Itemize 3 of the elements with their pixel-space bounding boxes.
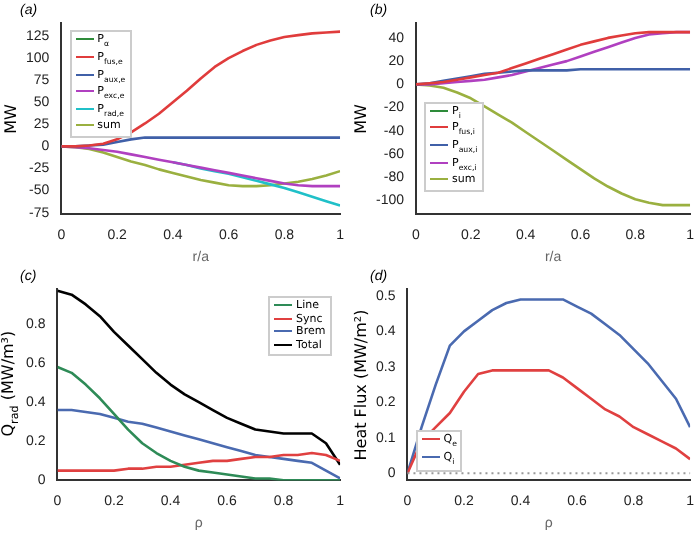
- y-axis-title: MW: [0, 103, 19, 134]
- y-axis-title: MW: [350, 103, 369, 134]
- y-axis-title: Heat Flux (MW/m²): [351, 309, 370, 461]
